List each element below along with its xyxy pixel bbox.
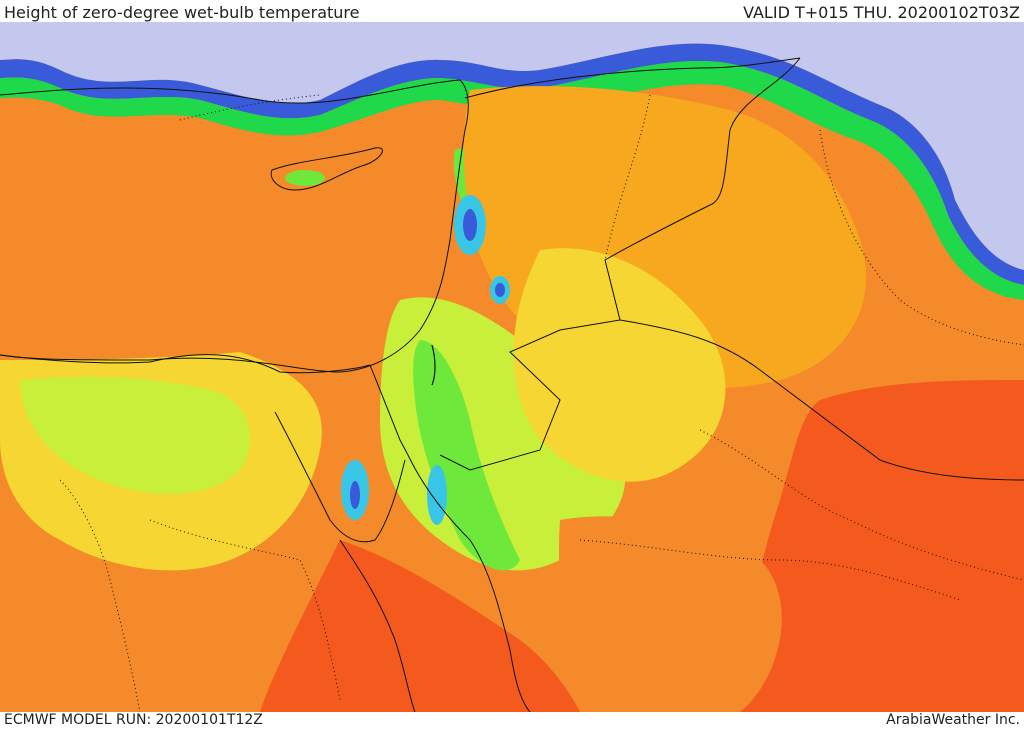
- border-dotted-4: [579, 539, 961, 601]
- field-levant-green-2: [413, 340, 520, 571]
- border-syria-north: [464, 57, 801, 99]
- border-saudi-iraq: [619, 319, 1024, 481]
- border-egypt-coast: [0, 354, 371, 374]
- border-red-sea-west: [339, 539, 416, 712]
- border-red-sea-east: [407, 454, 531, 712]
- map-canvas: [0, 22, 1024, 712]
- field-south-orange: [559, 516, 782, 712]
- header-bar: Height of zero-degree wet-bulb temperatu…: [0, 0, 1024, 22]
- field-yellow-2: [513, 248, 726, 482]
- border-dead-sea: [431, 344, 436, 386]
- border-iraq-west: [439, 57, 801, 471]
- border-turkey-coast: [0, 79, 469, 373]
- credit: ArabiaWeather Inc.: [886, 712, 1020, 728]
- model-run: ECMWF MODEL RUN: 20200101T12Z: [4, 712, 263, 728]
- field-cold-north: [0, 22, 1024, 270]
- field-cold-spot-sinai-core: [350, 481, 360, 509]
- border-egypt-israel: [369, 364, 409, 456]
- field-cold-spot-lebanon-core: [463, 209, 477, 241]
- footer-bar: ECMWF MODEL RUN: 20200101T12Z ArabiaWeat…: [0, 712, 1024, 729]
- weather-map[interactable]: [0, 22, 1024, 712]
- island-cyprus: [270, 147, 383, 191]
- border-gulf-suez: [274, 411, 406, 543]
- valid-time: VALID T+015 THU. 20200102T03Z: [743, 3, 1020, 22]
- field-cold-spot-cyprus: [285, 170, 325, 186]
- field-blue-rim: [0, 43, 1024, 286]
- chart-title: Height of zero-degree wet-bulb temperatu…: [4, 3, 360, 22]
- border-dotted-5: [59, 479, 141, 712]
- field-cold-spot-arabah: [427, 465, 447, 525]
- border-dotted-7: [699, 429, 1024, 581]
- field-cold-spot-jordan-core: [495, 283, 505, 297]
- field-egypt-green: [20, 377, 250, 494]
- field-south-red: [260, 540, 580, 712]
- field-east-red: [740, 380, 1024, 712]
- field-green-band: [0, 60, 1024, 300]
